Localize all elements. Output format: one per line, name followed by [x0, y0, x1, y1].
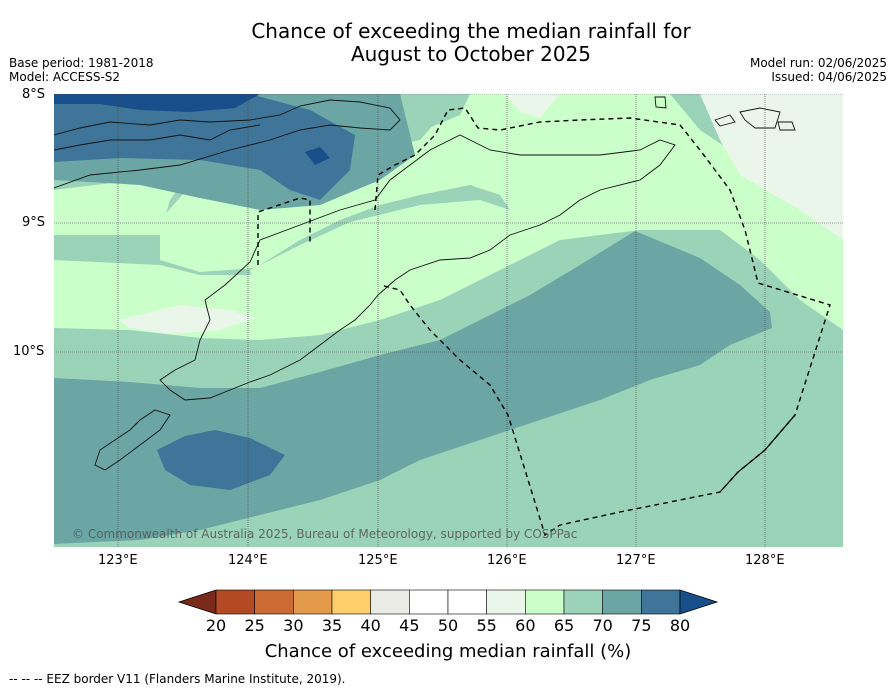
colorbar-tick-label: 60: [515, 616, 536, 635]
lon-label-125e: 125°E: [358, 553, 398, 568]
issued-text: Issued: 04/06/2025: [771, 70, 887, 84]
coastlines: [54, 96, 796, 471]
graticule: [54, 94, 843, 547]
base-period-text: Base period: 1981-2018: [9, 56, 154, 70]
eez-footer-note: -- -- -- EEZ border V11 (Flanders Marine…: [9, 672, 346, 686]
colorbar-segment: [331, 589, 371, 615]
colorbar-tick-label: 25: [244, 616, 265, 635]
contour-80-plus: [54, 94, 260, 112]
meta-right: Model run: 02/06/2025 Issued: 04/06/2025: [750, 56, 887, 84]
title-line-1: Chance of exceeding the median rainfall …: [251, 19, 691, 43]
colorbar-segment: [486, 589, 526, 615]
colorbar-segment: [293, 589, 333, 615]
lon-label-123e: 123°E: [98, 553, 138, 568]
contour-75-80-north: [54, 94, 355, 200]
lat-label-9s: 9°S: [22, 215, 46, 230]
colorbar-arrow-low: [177, 589, 217, 615]
lon-label-128e: 128°E: [745, 553, 785, 568]
colorbar-segment: [254, 589, 294, 615]
lat-label-8s: 8°S: [22, 87, 46, 102]
contour-55-60-west: [118, 305, 255, 334]
colorbar-tick-label: 20: [205, 616, 227, 635]
colorbar-segment: [641, 589, 681, 615]
lon-label-127e: 127°E: [616, 553, 656, 568]
copyright-text: © Commonwealth of Australia 2025, Bureau…: [72, 527, 577, 541]
colorbar-tick-label: 45: [399, 616, 420, 635]
model-run-text: Model run: 02/06/2025: [749, 56, 887, 70]
eez-border-solid: [719, 414, 796, 493]
rainfall-probability-map: © Commonwealth of Australia 2025, Bureau…: [54, 94, 843, 547]
map-title: Chance of exceeding the median rainfall …: [0, 20, 896, 66]
colorbar-arrow-high: [679, 589, 719, 615]
colorbar-tick-label: 55: [476, 616, 497, 635]
colorbar-tick-label: 80: [669, 616, 691, 635]
colorbar-segment: [563, 589, 603, 615]
colorbar-segment: [215, 589, 255, 615]
colorbar-tick-label: 40: [360, 616, 381, 635]
colorbar-tick-label: 65: [553, 616, 575, 635]
colorbar-label: Chance of exceeding median rainfall (%): [264, 641, 632, 662]
colorbar-segment: [409, 589, 449, 615]
colorbar-tick-label: 50: [437, 616, 459, 635]
colorbar-segment: [525, 589, 565, 615]
colorbar: [177, 589, 719, 615]
colorbar-tick-label: 70: [592, 616, 613, 635]
eez-border: [257, 107, 831, 537]
lat-label-10s: 10°S: [13, 344, 45, 359]
colorbar-segment: [602, 589, 642, 615]
colorbar-segment: [447, 589, 487, 615]
colorbar-tick-label: 75: [631, 616, 652, 635]
title-line-2: August to October 2025: [350, 42, 592, 66]
contour-75-80-southwest: [157, 430, 285, 490]
contour-80-plus-small: [305, 147, 330, 165]
meta-left: Base period: 1981-2018 Model: ACCESS-S2: [9, 56, 154, 84]
colorbar-tick-label: 30: [283, 616, 304, 635]
contour-55-60-northeast: [700, 94, 843, 240]
model-text: Model: ACCESS-S2: [9, 70, 121, 84]
colorbar-segment: [370, 589, 410, 615]
lon-label-126e: 126°E: [487, 553, 527, 568]
colorbar-tick-label: 35: [321, 616, 343, 635]
contour-55-60-small-north: [505, 94, 560, 118]
lon-label-124e: 124°E: [228, 553, 268, 568]
contour-60-65-central-strip: [250, 200, 510, 310]
